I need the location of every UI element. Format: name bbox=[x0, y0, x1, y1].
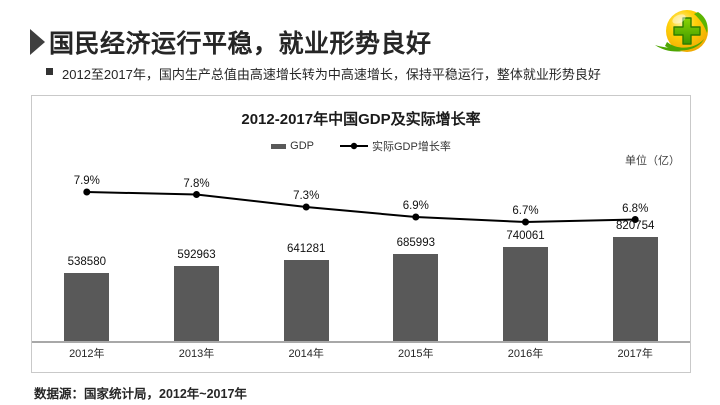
legend-label-growth: 实际GDP增长率 bbox=[372, 141, 451, 153]
legend-label-gdp: GDP bbox=[290, 140, 314, 152]
360-safety-logo-icon bbox=[652, 6, 710, 61]
gdp-value-label: 820754 bbox=[616, 220, 655, 232]
gdp-bar bbox=[612, 237, 658, 341]
chart-card: 2012-2017年中国GDP及实际增长率 GDP 实际GDP增长率 单位（亿）… bbox=[31, 95, 691, 373]
plot-area: 538580 7.9% 2012年 592963 7.8% 2013年 641281 7.3%… bbox=[32, 96, 690, 372]
gdp-bar bbox=[64, 272, 110, 341]
gdp-value-label: 685993 bbox=[396, 237, 435, 250]
chart-title: 2012-2017年中国GDP及实际增长率 bbox=[241, 111, 481, 128]
x-axis-tick-label: 2012年 bbox=[69, 348, 105, 360]
x-axis-tick-label: 2017年 bbox=[617, 348, 653, 360]
line-marker-dot bbox=[83, 188, 91, 196]
gdp-value-label: 538580 bbox=[67, 255, 106, 268]
header: 国民经济运行平稳，就业形势良好 bbox=[30, 24, 432, 60]
growth-rate-label: 6.7% bbox=[512, 205, 539, 217]
line-marker-dot bbox=[302, 203, 310, 211]
legend-item-gdp: GDP bbox=[271, 140, 314, 152]
gdp-value-label: 740061 bbox=[506, 230, 545, 243]
growth-rate-label: 6.9% bbox=[402, 200, 429, 212]
chart-legend: GDP 实际GDP增长率 bbox=[32, 138, 690, 154]
line-marker-dot bbox=[522, 218, 529, 226]
line-marker-dot bbox=[412, 213, 420, 221]
growth-rate-label: 7.8% bbox=[183, 177, 210, 190]
title-arrow-icon bbox=[30, 29, 45, 55]
x-axis-tick-label: 2015年 bbox=[398, 348, 434, 360]
gdp-bar bbox=[174, 265, 219, 341]
line-marker-dot bbox=[193, 191, 200, 198]
growth-rate-label: 7.3% bbox=[293, 190, 320, 202]
legend-item-growth: 实际GDP增长率 bbox=[340, 138, 451, 154]
gdp-value-label: 641281 bbox=[287, 242, 326, 255]
x-axis-tick-label: 2016年 bbox=[507, 348, 544, 360]
x-axis-tick-label: 2013年 bbox=[178, 348, 215, 360]
x-axis-tick-label: 2014年 bbox=[288, 348, 324, 360]
x-axis-line bbox=[32, 341, 690, 343]
growth-rate-label: 6.8% bbox=[622, 202, 649, 215]
data-source: 数据源：国家统计局，2012年~2017年 bbox=[34, 387, 247, 401]
bullet-row: 2012至2017年，国内生产总值由高速增长转为中高速增长，保持平稳运行，整体就… bbox=[46, 64, 601, 83]
line-marker-swatch-icon bbox=[340, 142, 368, 150]
growth-rate-label: 7.9% bbox=[73, 175, 100, 187]
bullet-text: 2012至2017年，国内生产总值由高速增长转为中高速增长，保持平稳运行，整体就… bbox=[62, 67, 601, 82]
page-title: 国民经济运行平稳，就业形势良好 bbox=[49, 30, 432, 58]
gdp-bar bbox=[393, 254, 439, 341]
gdp-bar bbox=[503, 247, 548, 341]
bullet-square-icon bbox=[46, 68, 53, 75]
gdp-bar bbox=[283, 259, 329, 341]
gdp-swatch-icon bbox=[271, 143, 287, 149]
unit-label: 单位（亿） bbox=[625, 155, 680, 167]
growth-line bbox=[83, 188, 639, 226]
gdp-value-label: 592963 bbox=[177, 248, 216, 261]
